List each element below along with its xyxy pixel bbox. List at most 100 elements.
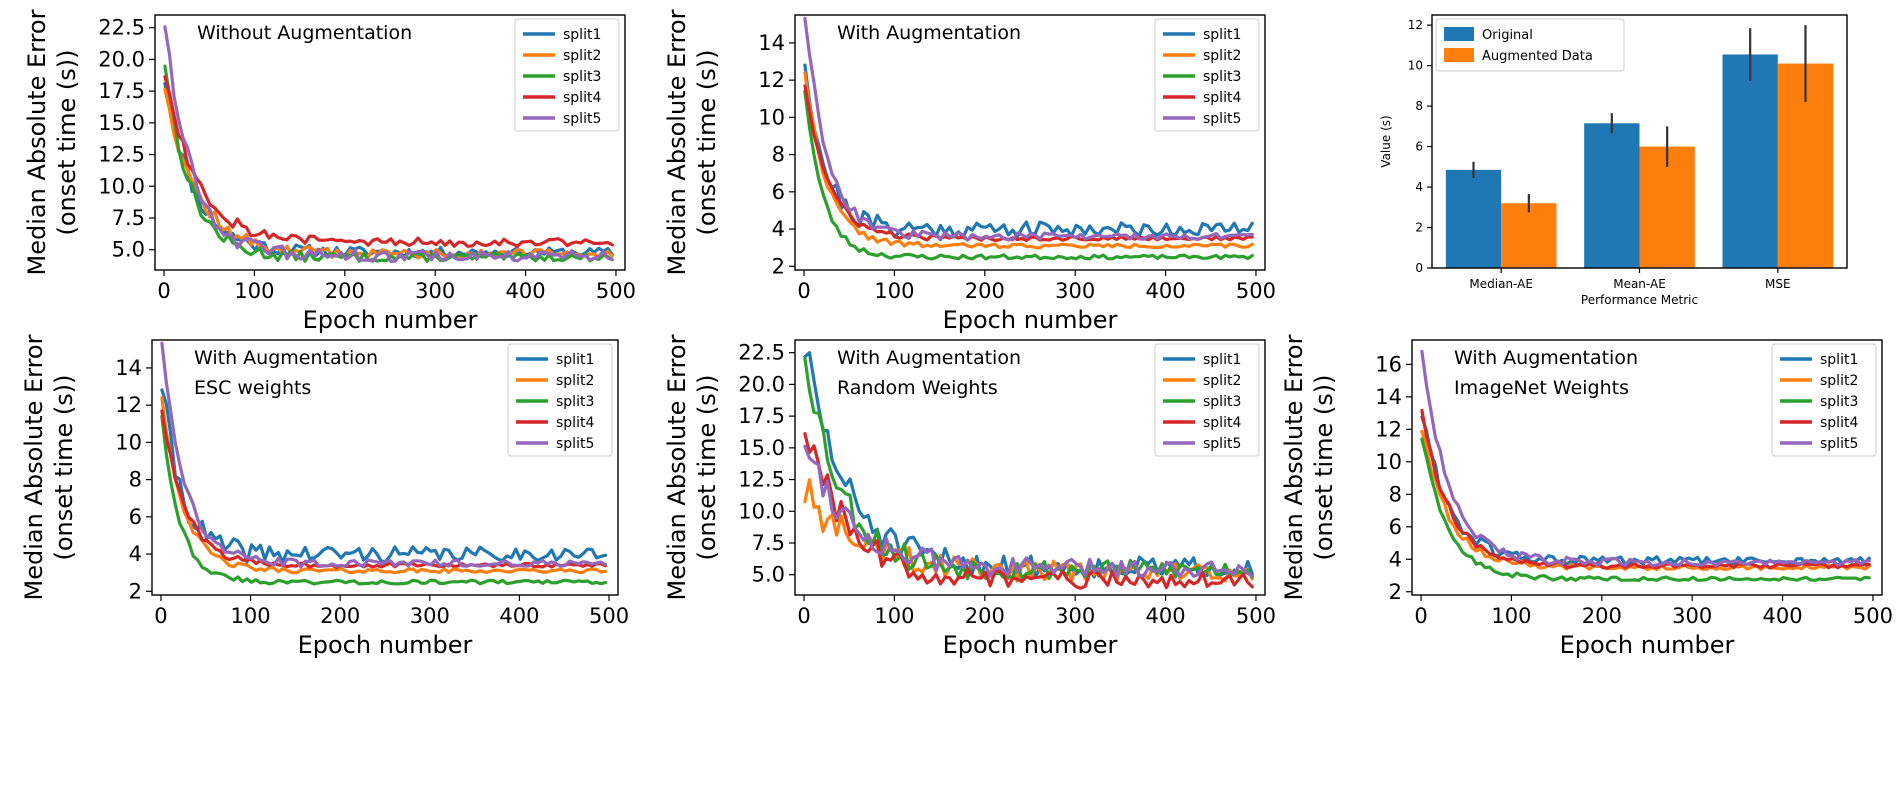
- legend-label: split5: [563, 111, 601, 127]
- plot-frame: [794, 14, 1266, 271]
- y-tick-label: 0: [1415, 261, 1423, 275]
- panel-p5: 0 100 200 300 400 500 5.0 7.5 10.0 12.5 15.0 17.5 20…: [663, 334, 1276, 659]
- x-axis-label: Epoch number: [303, 306, 478, 334]
- legend-label: split3: [563, 69, 601, 85]
- y-tick-label: 4: [1415, 180, 1423, 194]
- y-tick-label: 12.5: [98, 143, 145, 167]
- legend-label: split5: [1203, 111, 1241, 127]
- panel-p6: 0 100 200 300 400 500 2 4 6 8 10 12 14 16 Epoch number…: [1280, 334, 1893, 659]
- y-axis-label: Median Absolute Error: [663, 9, 691, 275]
- x-tick-label: 0: [797, 279, 810, 303]
- panel-annotation: With Augmentation: [837, 347, 1021, 369]
- x-tick-label: 200: [965, 604, 1005, 628]
- series-line-split2: [163, 87, 614, 260]
- x-tick-label: 400: [506, 279, 546, 303]
- panel-p1: 0 100 200 300 400 500 5.0 7.5 10.0 12.5 15.0 17.5 20…: [23, 9, 636, 334]
- panel-annotation: Without Augmentation: [197, 22, 412, 44]
- legend-label: split1: [563, 27, 601, 43]
- legend-label: split5: [1820, 436, 1858, 452]
- x-tick-label: 100: [874, 604, 914, 628]
- legend: [1771, 343, 1877, 457]
- x-tick-label: 200: [325, 279, 365, 303]
- legend-label: split5: [1203, 436, 1241, 452]
- x-tick-label: 200: [965, 279, 1005, 303]
- x-tick-label: 300: [1672, 604, 1712, 628]
- x-tick-label: 400: [1146, 604, 1186, 628]
- x-tick-label: 500: [1853, 604, 1893, 628]
- legend-label: split5: [556, 436, 594, 452]
- y-tick-label: 17.5: [98, 79, 145, 103]
- x-tick-label: 500: [1236, 279, 1276, 303]
- y-tick-label: 14: [1375, 385, 1402, 409]
- y-tick-label: 17.5: [738, 404, 785, 428]
- series-line-split2: [803, 71, 1254, 250]
- x-tick-label: Median-AE: [1469, 277, 1533, 291]
- legend: [1154, 343, 1260, 457]
- y-tick-label: 12: [758, 68, 785, 92]
- y-tick-label: 10: [758, 105, 785, 129]
- y-tick-label: 8: [1415, 99, 1423, 113]
- y-tick-label: 20.0: [98, 47, 145, 71]
- plot-frame: [1431, 14, 1848, 269]
- x-tick-label: 200: [1582, 604, 1622, 628]
- y-tick-label: 4: [129, 542, 142, 566]
- y-tick-label: 16: [1375, 352, 1402, 376]
- panel-annotation: With Augmentation: [1454, 347, 1638, 369]
- series-line-split4: [163, 75, 614, 248]
- bar-original-median-ae: [1445, 169, 1502, 268]
- y-tick-label: 20.0: [738, 372, 785, 396]
- legend-label: split2: [1820, 373, 1858, 389]
- y-axis-label: Median Absolute Error: [23, 9, 51, 275]
- panel-p2: 0 100 200 300 400 500 2 4 6 8 10 12 14 Epoch number Me…: [663, 9, 1276, 334]
- legend-label: split2: [563, 48, 601, 64]
- plot-frame: [794, 339, 1266, 596]
- x-tick-label: 500: [589, 604, 629, 628]
- y-tick-label: 10.0: [98, 174, 145, 198]
- legend-label: split2: [1203, 373, 1241, 389]
- y-axis-label: Median Absolute Error: [663, 334, 691, 600]
- x-tick-label: 400: [1763, 604, 1803, 628]
- y-tick-label: 10: [1408, 59, 1423, 73]
- panel-annotation: ESC weights: [194, 377, 311, 399]
- legend-label: split3: [1203, 69, 1241, 85]
- x-tick-label: Mean-AE: [1613, 277, 1666, 291]
- y-tick-label: 2: [772, 254, 785, 278]
- plot-frame: [151, 339, 619, 596]
- series-line-split5: [163, 25, 614, 263]
- bar-augmented-data-median-ae: [1501, 203, 1557, 268]
- legend-label: split4: [563, 90, 601, 106]
- y-tick-label: 6: [1389, 515, 1402, 539]
- legend: [1435, 18, 1625, 72]
- y-tick-label: 22.5: [98, 16, 145, 40]
- y-axis-label-units: (onset time (s)): [1310, 374, 1338, 560]
- panel-annotation: Random Weights: [837, 377, 998, 399]
- x-tick-label: MSE: [1765, 277, 1791, 291]
- x-tick-label: 0: [797, 604, 810, 628]
- x-tick-label: 300: [1055, 604, 1095, 628]
- series-line-split3: [1420, 437, 1871, 583]
- x-axis-label: Epoch number: [1560, 631, 1735, 659]
- y-tick-label: 8: [772, 143, 785, 167]
- y-tick-label: 6: [772, 180, 785, 204]
- x-tick-label: 0: [157, 279, 170, 303]
- legend-label: split1: [1820, 352, 1858, 368]
- y-tick-label: 15.0: [98, 111, 145, 135]
- legend-label: split3: [1820, 394, 1858, 410]
- panel-annotation: ImageNet Weights: [1454, 377, 1629, 399]
- y-tick-label: 5.0: [112, 238, 145, 262]
- series-line-split5: [160, 341, 608, 569]
- panel-p4: 0 100 200 300 400 500 2 4 6 8 10 12 14 Epoch number Me…: [20, 334, 629, 659]
- x-tick-label: 300: [410, 604, 450, 628]
- y-tick-label: 12: [1375, 417, 1402, 441]
- legend: [507, 343, 613, 457]
- series-line-split5: [803, 16, 1254, 242]
- panel-annotation: With Augmentation: [194, 347, 378, 369]
- legend-swatch: [1444, 27, 1474, 41]
- bar-original-mse: [1722, 54, 1778, 268]
- x-axis-label: Epoch number: [943, 306, 1118, 334]
- series-line-split2: [160, 396, 608, 575]
- legend-label: split3: [556, 394, 594, 410]
- series-line-split5: [803, 444, 1254, 579]
- y-axis-label-units: (onset time (s)): [50, 374, 78, 560]
- y-tick-label: 10: [1375, 450, 1402, 474]
